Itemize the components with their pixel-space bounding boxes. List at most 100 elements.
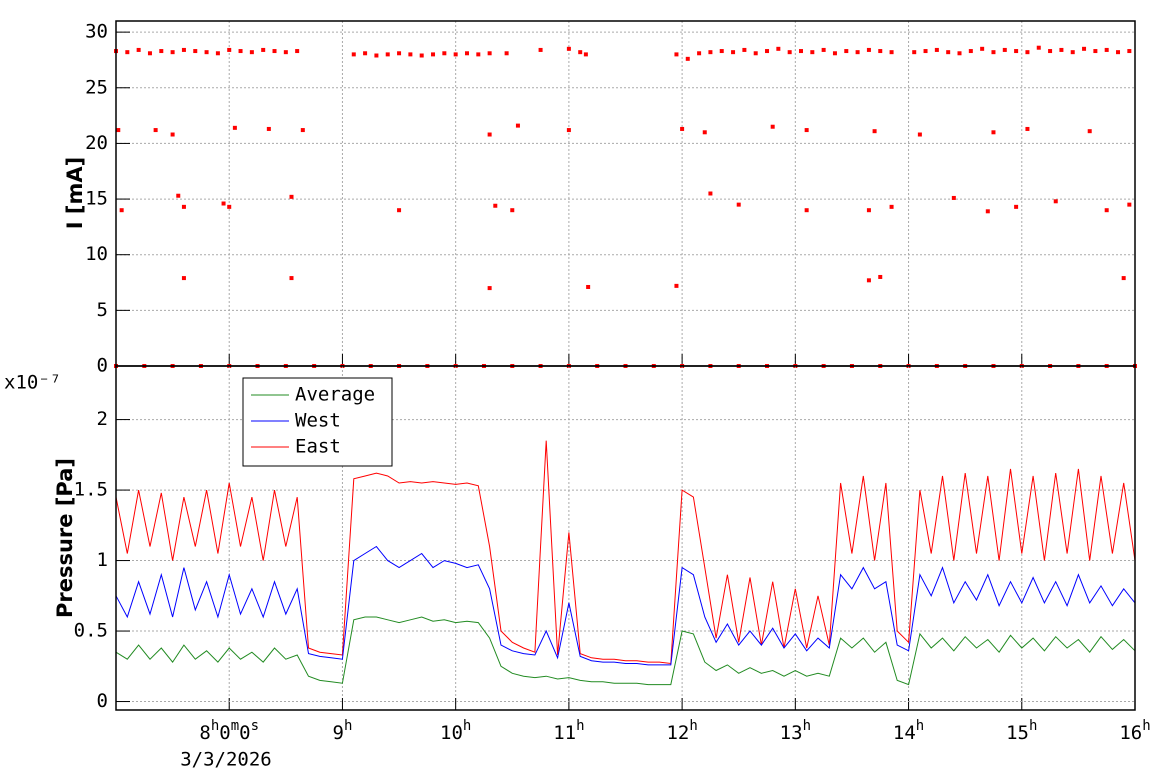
point — [866, 278, 871, 283]
point — [855, 50, 860, 55]
x-tick-label: 9h — [332, 718, 352, 744]
point — [249, 50, 254, 55]
plot-frame — [115, 365, 1136, 711]
point — [1002, 47, 1007, 52]
point — [1087, 129, 1092, 134]
legend-box — [242, 377, 393, 467]
point — [946, 50, 951, 55]
point — [872, 129, 877, 134]
point — [125, 50, 130, 55]
point — [680, 126, 685, 131]
point — [397, 51, 402, 56]
point — [810, 50, 815, 55]
point — [538, 47, 543, 52]
point — [232, 125, 237, 130]
point — [980, 46, 985, 51]
point — [1014, 204, 1019, 209]
point — [289, 276, 294, 281]
point — [227, 47, 232, 52]
axis-multiplier: x10⁻⁷ — [4, 372, 61, 394]
point — [832, 51, 837, 56]
point — [1025, 50, 1030, 55]
point — [878, 274, 883, 279]
point — [674, 283, 679, 288]
x-tick-label: 13h — [780, 718, 811, 744]
point — [453, 52, 458, 57]
series-line — [115, 440, 1136, 665]
point — [776, 46, 781, 51]
series-line — [115, 616, 1136, 686]
point — [1104, 208, 1109, 213]
point — [464, 51, 469, 56]
point — [1127, 49, 1132, 54]
point — [266, 126, 271, 131]
point — [153, 128, 158, 133]
point — [1053, 199, 1058, 204]
point — [1127, 202, 1132, 207]
point — [821, 47, 826, 52]
point — [951, 195, 956, 200]
point — [493, 203, 498, 208]
point — [295, 49, 300, 54]
point — [697, 51, 702, 56]
point — [136, 47, 141, 52]
y-tick-label: 5 — [97, 299, 108, 321]
point — [1116, 50, 1121, 55]
point — [300, 128, 305, 133]
y-tick-label: 0.5 — [74, 620, 108, 642]
point — [1036, 45, 1041, 50]
point — [1048, 49, 1053, 54]
point — [889, 50, 894, 55]
x-tick-label: 10h — [440, 718, 471, 744]
point — [985, 209, 990, 214]
y-axis-label: I [mA] — [63, 157, 87, 229]
point — [515, 123, 520, 128]
point — [968, 49, 973, 54]
point — [487, 132, 492, 137]
y-tick-label: 10 — [85, 243, 108, 265]
point — [170, 50, 175, 55]
point — [504, 51, 509, 56]
x-tick-label: 16h — [1119, 718, 1150, 744]
point — [804, 128, 809, 133]
y-tick-label: 1 — [97, 549, 108, 571]
point — [227, 204, 232, 209]
point — [431, 52, 436, 57]
point — [181, 276, 186, 281]
point — [1093, 49, 1098, 54]
point — [385, 52, 390, 57]
point — [878, 49, 883, 54]
point — [159, 49, 164, 54]
point — [204, 50, 209, 55]
point — [351, 52, 356, 57]
point — [578, 50, 583, 55]
point — [510, 208, 515, 213]
point — [866, 208, 871, 213]
y-tick-label: 2 — [97, 408, 108, 430]
y-axis-label: Pressure [Pa] — [53, 458, 77, 618]
y-tick-label: 30 — [85, 21, 108, 43]
x-date-label: 3/3/2026 — [180, 749, 272, 771]
point — [787, 50, 792, 55]
x-tick-label: 8h0m0s — [199, 718, 259, 744]
point — [442, 51, 447, 56]
point — [1104, 47, 1109, 52]
point — [708, 191, 713, 196]
point — [181, 204, 186, 209]
x-tick-label: 11h — [553, 718, 584, 744]
y-tick-label: 20 — [85, 132, 108, 154]
y-tick-label: 15 — [85, 188, 108, 210]
point — [844, 49, 849, 54]
point — [566, 128, 571, 133]
point — [397, 208, 402, 213]
point — [889, 204, 894, 209]
point — [193, 49, 198, 54]
point — [765, 49, 770, 54]
point — [923, 49, 928, 54]
point — [804, 208, 809, 213]
point — [261, 47, 266, 52]
point — [221, 201, 226, 206]
point — [912, 50, 917, 55]
x-tick-label: 15h — [1006, 718, 1037, 744]
